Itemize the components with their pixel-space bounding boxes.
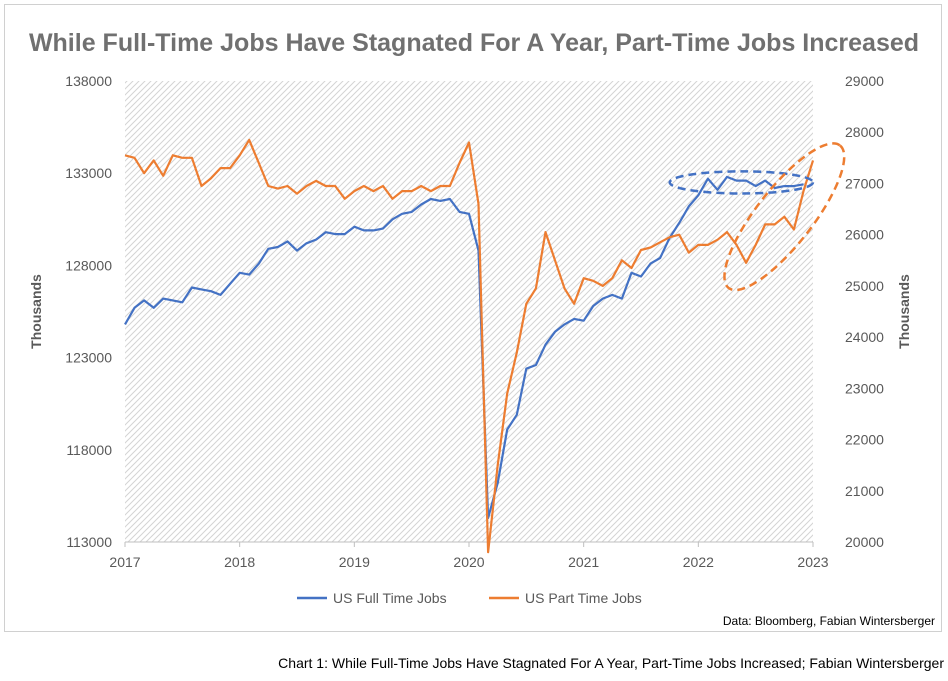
chart-frame: While Full-Time Jobs Have Stagnated For … [4,4,942,632]
line-chart: While Full-Time Jobs Have Stagnated For … [28,29,935,628]
x-tick-label: 2018 [224,554,255,570]
x-axis: 2017 2018 2019 2020 2021 2022 2023 [109,541,829,570]
y-left-tick-label: 138000 [65,73,112,89]
y-right-tick-label: 20000 [845,534,884,550]
y-right-tick-label: 22000 [845,432,884,448]
y-left-tick-label: 113000 [66,534,112,550]
y-axis-right-label: Thousands [896,274,912,349]
legend-label: US Part Time Jobs [525,590,642,606]
y-right-tick-label: 23000 [845,380,884,396]
x-tick-label: 2020 [453,554,484,570]
y-axis-left-label: Thousands [28,274,44,349]
y-right-tick-label: 24000 [845,329,884,345]
x-tick-label: 2021 [568,554,599,570]
legend-label: US Full Time Jobs [333,590,447,606]
x-tick-label: 2023 [797,554,828,570]
series-line-part-time [124,138,815,554]
source-note: Data: Bloomberg, Fabian Wintersberger [723,614,935,628]
y-axis-right: 20000 21000 22000 23000 24000 25000 26000 27000… [845,73,884,550]
y-axis-left: 113000 118000 123000 128000 133000 138000 [65,73,112,550]
x-tick-label: 2019 [339,554,370,570]
y-left-tick-label: 128000 [65,257,112,273]
x-tick-label: 2017 [109,554,140,570]
y-right-tick-label: 25000 [845,278,884,294]
annotation-ellipse-full-time [668,170,815,195]
y-right-tick-label: 26000 [845,227,884,243]
y-left-tick-label: 123000 [65,350,112,366]
x-tick-label: 2022 [683,554,714,570]
chart-title: While Full-Time Jobs Have Stagnated For … [29,29,919,57]
y-right-tick-label: 21000 [845,483,884,499]
series-group [124,138,815,554]
legend: US Full Time Jobs US Part Time Jobs [297,590,642,606]
y-left-tick-label: 133000 [65,165,112,181]
y-left-tick-label: 118000 [66,442,112,458]
annotation-ellipse-part-time [723,142,846,292]
figure-caption: Chart 1: While Full-Time Jobs Have Stagn… [278,655,944,671]
y-right-tick-label: 29000 [845,73,884,89]
annotations [668,142,846,292]
plot-area [125,81,813,542]
series-line-full-time [124,175,804,520]
y-right-tick-label: 27000 [845,175,884,191]
y-right-tick-label: 28000 [845,124,884,140]
